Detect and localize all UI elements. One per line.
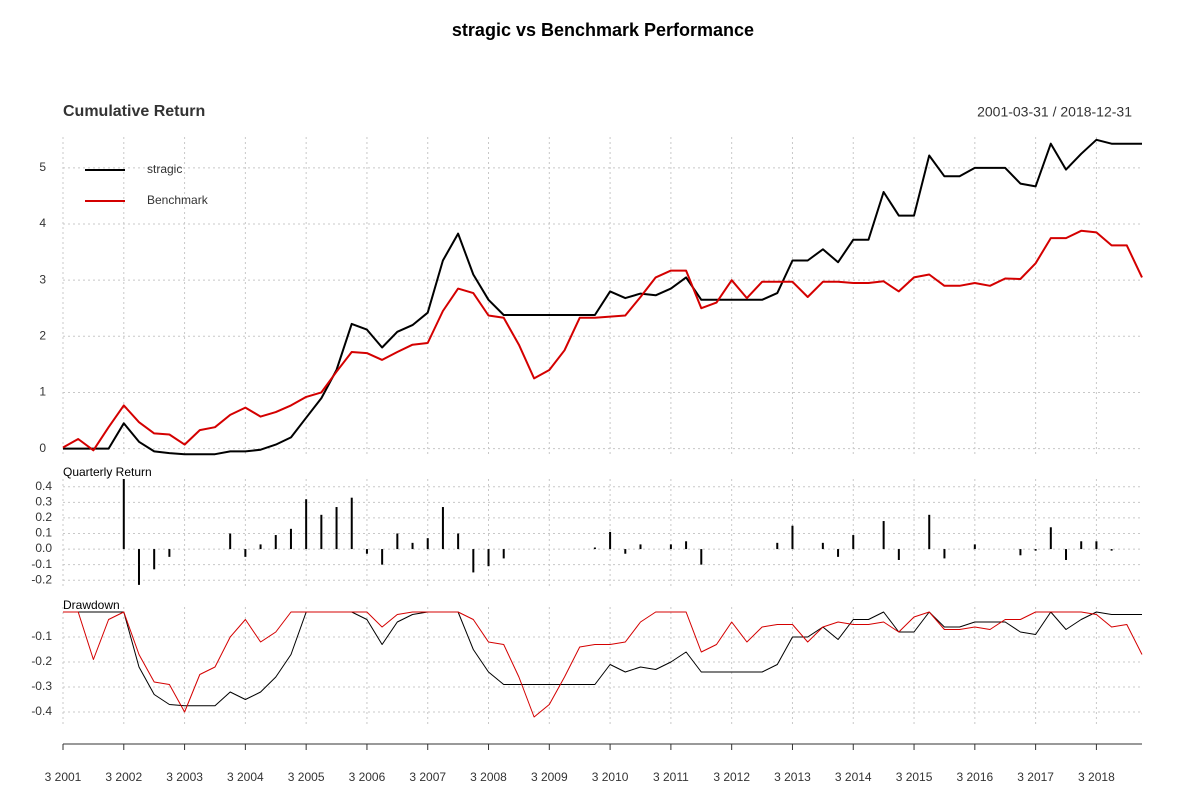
bar [1110, 549, 1113, 551]
bar [502, 549, 505, 559]
bar [1049, 527, 1052, 550]
bar [882, 521, 885, 550]
x-tick-label: 3 2011 [653, 770, 689, 784]
bar [472, 549, 475, 573]
bar [821, 542, 824, 550]
x-tick-label: 3 2010 [592, 770, 629, 784]
panel-title: Drawdown [63, 598, 120, 612]
x-tick-label: 3 2007 [409, 770, 446, 784]
bar [381, 549, 384, 565]
panel-title: Cumulative Return [63, 103, 205, 120]
y-tick-label: 3 [39, 272, 46, 286]
bar [669, 544, 672, 550]
bar [365, 549, 368, 554]
bar [928, 514, 931, 550]
y-tick-label: 2 [39, 328, 46, 342]
x-tick-label: 3 2005 [288, 770, 325, 784]
bar [593, 547, 596, 550]
x-tick-label: 3 2015 [896, 770, 933, 784]
bar [289, 528, 292, 550]
bar [122, 479, 125, 550]
bar [457, 533, 460, 550]
x-tick-label: 3 2002 [105, 770, 142, 784]
bar [487, 549, 490, 567]
x-tick-label: 3 2009 [531, 770, 568, 784]
bar [1065, 549, 1068, 560]
series-line [63, 611, 1142, 707]
y-tick-label: -0.1 [31, 629, 52, 643]
bar [274, 535, 277, 550]
series-line [63, 138, 1142, 456]
bar [244, 549, 247, 557]
bar [441, 507, 444, 550]
bar [305, 499, 308, 550]
x-tick-label: 3 2006 [349, 770, 386, 784]
x-tick-label: 3 2008 [470, 770, 507, 784]
y-tick-label: -0.4 [31, 704, 52, 718]
y-tick-label: 0 [39, 441, 46, 455]
legend-label: stragic [147, 162, 182, 176]
bar [320, 514, 323, 550]
bar [1019, 549, 1022, 556]
x-tick-label: 3 2004 [227, 770, 264, 784]
y-tick-label: -0.3 [31, 679, 52, 693]
bar [396, 533, 399, 550]
bar [624, 549, 627, 554]
bar [1080, 541, 1083, 550]
period: 2001-03-31 / 2018-12-31 [977, 104, 1132, 120]
bar [335, 507, 338, 550]
bar [229, 533, 232, 550]
bar [1034, 549, 1037, 551]
bar [259, 544, 262, 550]
panel-title: Quarterly Return [63, 465, 152, 479]
bar [837, 549, 840, 557]
y-tick-label: -0.1 [31, 557, 52, 571]
bar [137, 549, 140, 585]
bar [411, 542, 414, 550]
x-tick-label: 3 2014 [835, 770, 872, 784]
bar [897, 549, 900, 560]
chart-title: stragic vs Benchmark Performance [452, 20, 754, 40]
y-tick-label: 4 [39, 216, 46, 230]
bar [791, 525, 794, 550]
x-tick-label: 3 2013 [774, 770, 811, 784]
x-tick-label: 3 2001 [45, 770, 82, 784]
legend-label: Benchmark [147, 193, 209, 207]
y-tick-label: 0.3 [35, 495, 52, 509]
y-tick-label: -0.2 [31, 572, 52, 586]
x-tick-label: 3 2012 [713, 770, 750, 784]
y-tick-label: 0.1 [35, 526, 52, 540]
y-tick-label: 0.2 [35, 510, 52, 524]
bar [1095, 541, 1098, 550]
bar [776, 542, 779, 550]
x-tick-label: 3 2018 [1078, 770, 1115, 784]
bar [168, 549, 171, 557]
bar [685, 541, 688, 550]
bar [943, 549, 946, 559]
bar [973, 544, 976, 550]
bar [426, 538, 429, 550]
x-tick-label: 3 2016 [956, 770, 993, 784]
y-tick-label: 5 [39, 160, 46, 174]
y-tick-label: -0.2 [31, 654, 52, 668]
series-line [63, 611, 1143, 718]
bar [639, 544, 642, 550]
y-tick-label: 0.0 [35, 541, 52, 555]
series-line [62, 229, 1143, 452]
bar [609, 531, 612, 550]
y-tick-label: 1 [39, 385, 46, 399]
bar [350, 497, 353, 550]
bar [700, 549, 703, 565]
bar [153, 549, 156, 570]
bar [852, 535, 855, 550]
y-tick-label: 0.4 [35, 479, 52, 493]
x-tick-label: 3 2017 [1017, 770, 1054, 784]
x-tick-label: 3 2003 [166, 770, 203, 784]
